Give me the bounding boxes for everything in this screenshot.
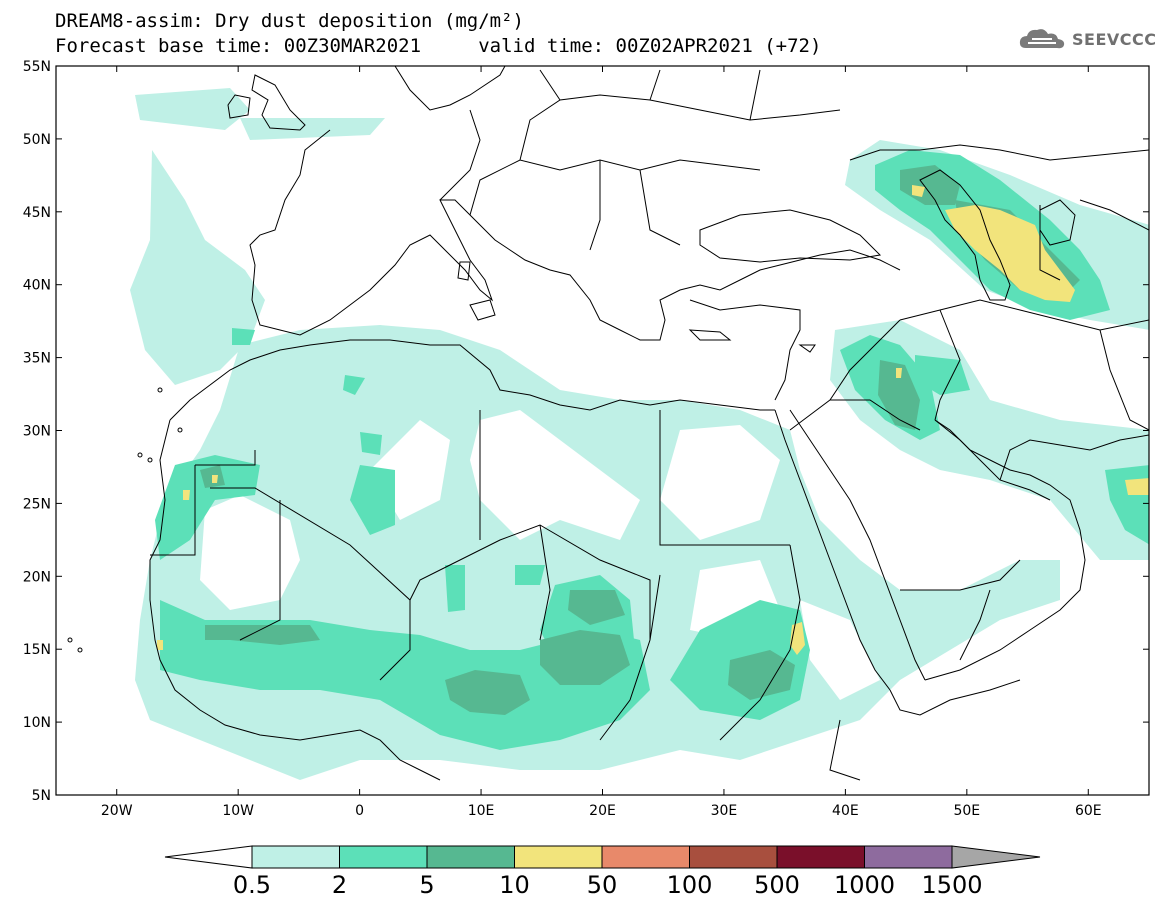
lat-label: 20N (23, 569, 51, 585)
colorbar-label: 500 (754, 871, 800, 899)
colorbar-label: 10 (499, 871, 530, 899)
colorbar-segment (426, 845, 515, 869)
lon-label: 10E (468, 803, 495, 819)
lon-label: 50E (953, 803, 980, 819)
colorbar-label: 50 (587, 871, 618, 899)
lon-label: 40E (832, 803, 859, 819)
lat-label: 15N (23, 642, 51, 658)
colorbar-segment (601, 845, 690, 869)
deposition-10-50-layer (157, 185, 1149, 655)
lat-label: 35N (23, 351, 51, 367)
latitude-axis: 55N 50N 45N 40N 35N 30N 25N 20N 15N 10N 5N (23, 59, 1149, 804)
lat-label: 40N (23, 278, 51, 294)
lat-label: 55N (23, 59, 51, 75)
lat-label: 5N (32, 788, 51, 804)
colorbar-under-arrow (164, 845, 253, 869)
logo-text: SEEVCCC (1072, 29, 1157, 49)
coastlines-and-borders (67, 66, 1149, 781)
dust-deposition-shading (130, 88, 1149, 780)
lat-label: 10N (23, 715, 51, 731)
colorbar-segment (864, 845, 953, 869)
lon-label: 0 (355, 803, 364, 819)
map-title: DREAM8-assim: Dry dust deposition (mg/m²… (55, 10, 524, 32)
colorbar-segment (251, 845, 340, 869)
seevccc-logo: SEEVCCC (1018, 26, 1157, 52)
lat-label: 25N (23, 496, 51, 512)
colorbar-segment (514, 845, 603, 869)
colorbar-label: 1000 (834, 871, 895, 899)
colorbar-segment (776, 845, 865, 869)
no-deposition-gaps (200, 410, 880, 700)
colorbar-segment (689, 845, 778, 869)
colorbar-segment (339, 845, 428, 869)
map-subtitle-times: Forecast base time: 00Z30MAR2021 valid t… (55, 35, 822, 57)
lon-label: 30E (711, 803, 738, 819)
lon-label: 20E (589, 803, 616, 819)
colorbar-over-arrow (951, 845, 1041, 869)
colorbar-label: 2 (332, 871, 347, 899)
lat-label: 50N (23, 132, 51, 148)
lat-label: 30N (23, 424, 51, 440)
lat-label: 45N (23, 205, 51, 221)
longitude-axis: 20W 10W 0 10E 20E 30E 40E 50E 60E (101, 66, 1102, 819)
colorbar-label: 0.5 (233, 871, 271, 899)
colorbar-label: 100 (667, 871, 713, 899)
colorbar-label: 5 (419, 871, 434, 899)
colorbar: 0.5 2 5 10 50 100 500 1000 1500 (164, 845, 1041, 899)
lon-label: 20W (101, 803, 133, 819)
colorbar-label: 1500 (921, 871, 982, 899)
lon-label: 60E (1075, 803, 1102, 819)
lon-label: 10W (222, 803, 254, 819)
cloud-icon (1019, 29, 1065, 49)
